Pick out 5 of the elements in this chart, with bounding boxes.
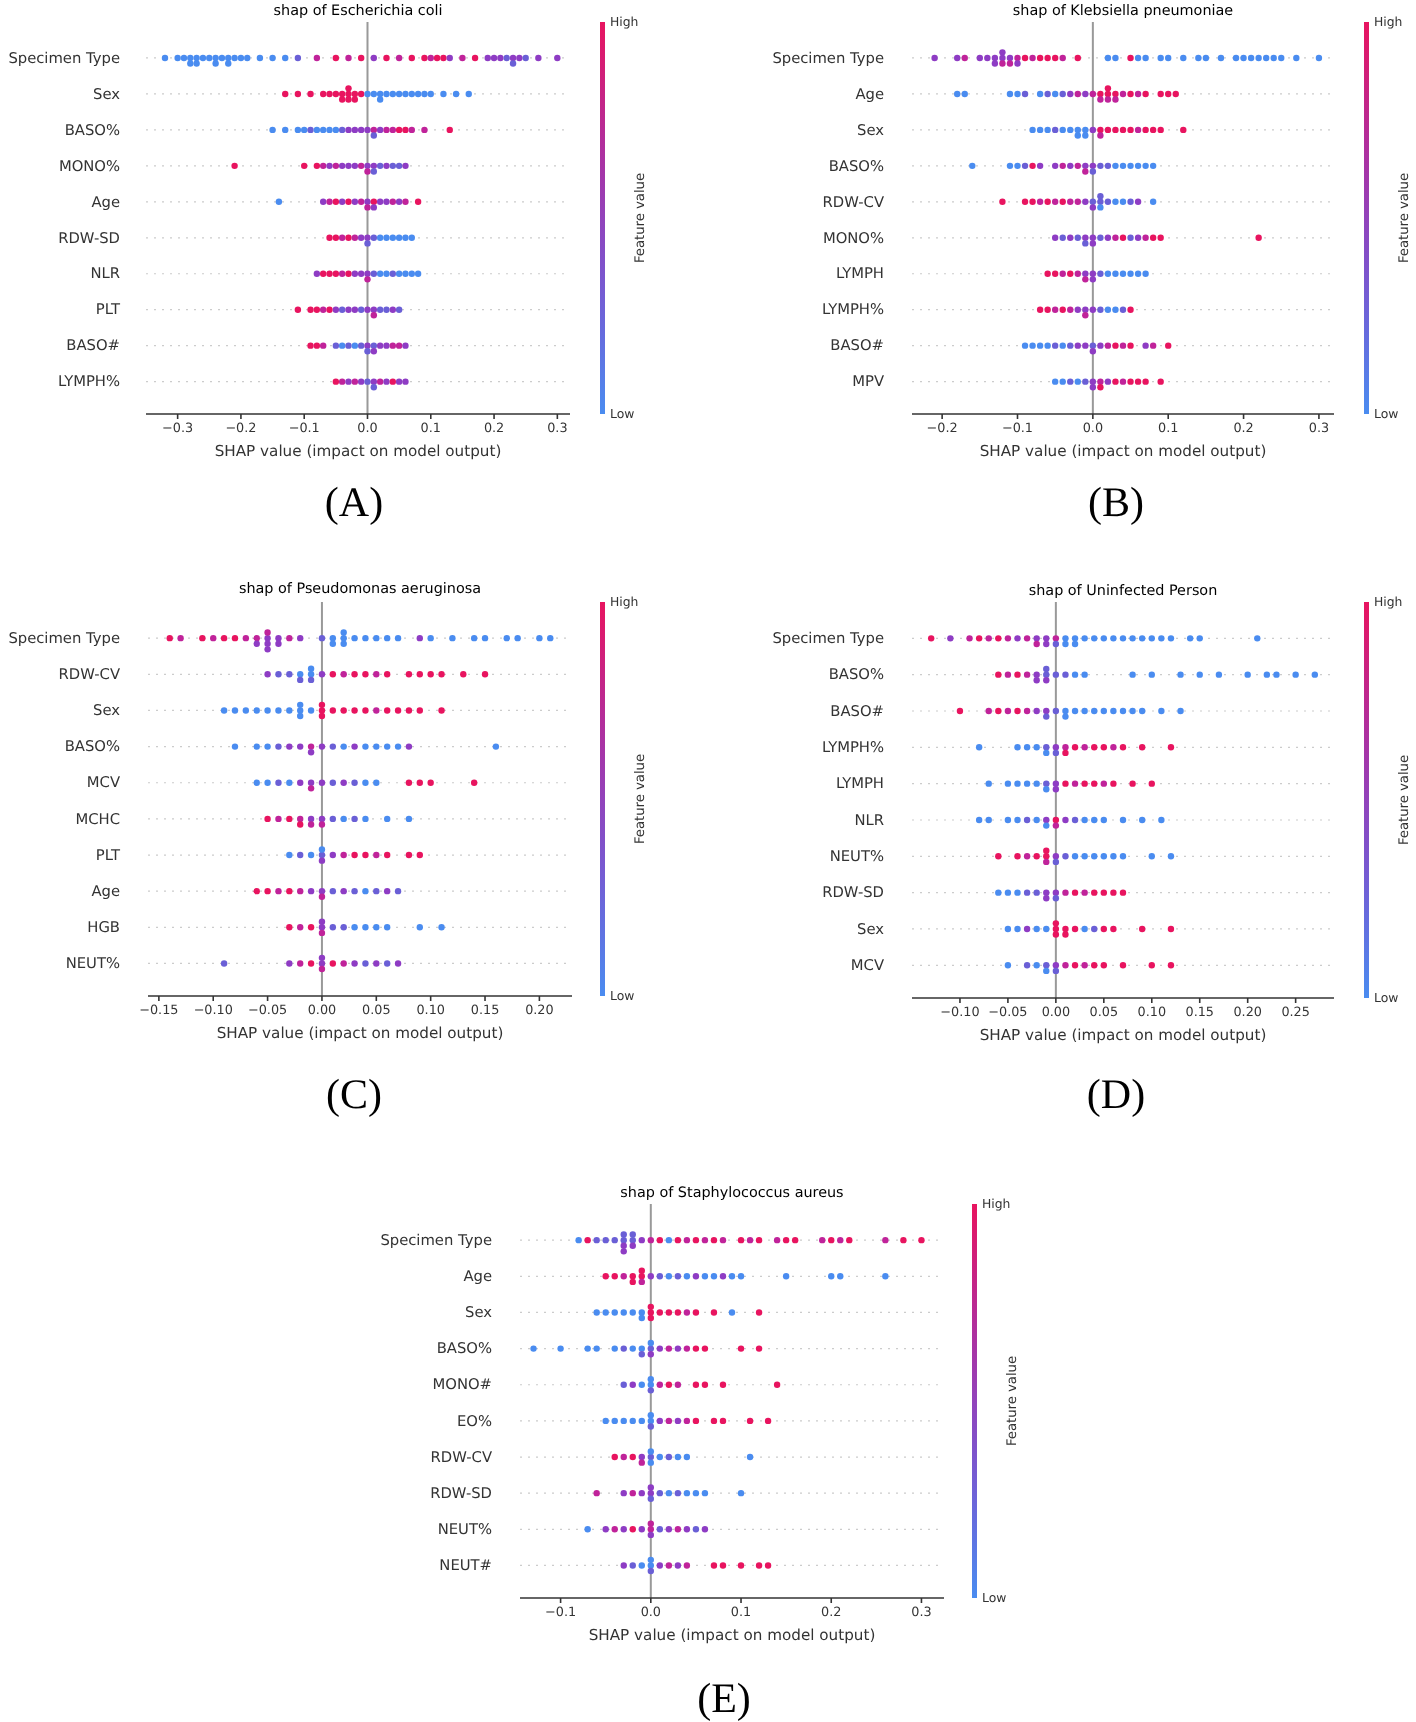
text: (D) <box>1086 1070 1146 1118</box>
text: (A) <box>324 478 384 526</box>
text: (E) <box>697 1674 751 1722</box>
text: (B) <box>1088 478 1144 526</box>
text: (C) <box>326 1070 382 1118</box>
